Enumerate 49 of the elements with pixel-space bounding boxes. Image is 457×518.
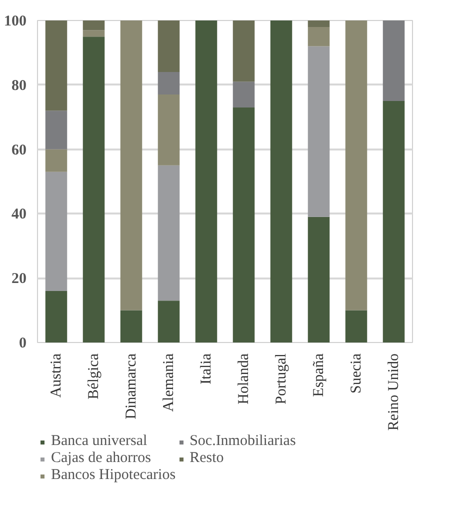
x-tick-label: Portugal [273,353,290,404]
bar [232,20,255,82]
bar [232,82,255,108]
x-tick-label: España [310,353,327,397]
bar [308,46,330,217]
bar [158,300,180,342]
bar [82,30,105,37]
y-tick-label: 20 [12,271,26,288]
legend-label: Cajas de ahorros [51,450,151,467]
x-tick-label: Bélgica [86,353,102,400]
bar [270,20,292,342]
bar [45,20,68,111]
legend-label: Banca universal [51,433,148,450]
x-tick-label: Italia [198,353,214,384]
x-tick-label: Dinamarca [123,353,140,420]
bar [158,72,180,95]
bar [382,20,405,101]
bar [382,101,405,342]
bar [120,20,142,310]
legend-label: Soc.Inmobiliarias [190,433,296,450]
bar [45,172,68,291]
bar [308,20,330,27]
bar [308,26,330,46]
x-tick-label: Austria [48,353,64,398]
bar [45,110,68,150]
bar [82,36,105,342]
bar [120,310,142,342]
bar [345,20,368,310]
bar [195,20,218,342]
bar [232,107,255,342]
bar [158,165,180,301]
legend-label: Resto [190,450,224,467]
legend-label: Bancos Hipotecarios [51,467,176,484]
bar [45,290,68,342]
bar [82,20,105,30]
bar [345,310,368,342]
x-tick-label: Suecia [348,353,364,394]
bar [45,149,68,172]
y-tick-label: 40 [12,206,26,223]
bar [158,94,180,166]
y-tick-label: 100 [4,14,26,30]
bar [158,20,180,72]
y-tick-label: 0 [19,336,26,352]
bar [308,216,330,342]
x-tick-label: Holanda [236,353,252,404]
x-tick-label: Reino Unido [386,353,402,431]
y-tick-label: 60 [12,142,26,158]
y-tick-label: 80 [12,78,26,94]
x-tick-label: Alemania [160,353,177,412]
